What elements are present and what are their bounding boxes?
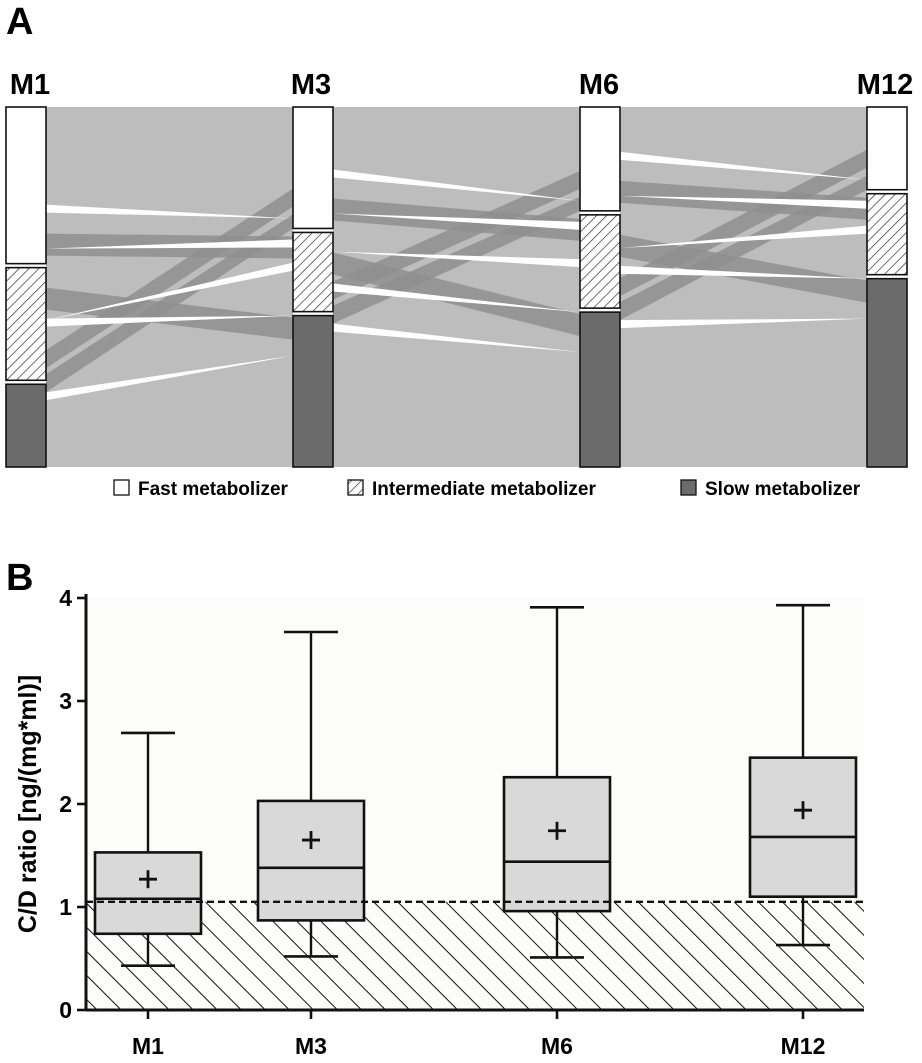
bar-slow-M1 (5, 383, 47, 468)
flow-ribbon-dark (620, 149, 867, 297)
bar-slow-M3 (292, 314, 334, 468)
legend-swatch-dark (680, 479, 697, 496)
bar-intermediate-M6 (579, 214, 621, 309)
box-M3 (256, 630, 366, 958)
y-tick-label: 1 (59, 894, 72, 920)
timepoint-label-M3: M3 (291, 69, 331, 101)
flow-gap (333, 213, 580, 230)
box-M6 (502, 605, 612, 959)
y-axis-title: C/D ratio [ng/(mg*ml)] (14, 675, 42, 933)
flow-gap (333, 251, 580, 268)
box-plot: 0 1 2 3 4 M1 M3 M6 M12 (59, 585, 864, 1059)
bar-intermediate-M1 (5, 266, 47, 382)
panel-a-letter: A (6, 1, 33, 43)
legend-label: Intermediate metabolizer (372, 479, 596, 500)
box-iqr (256, 799, 366, 922)
y-tick-label: 4 (59, 585, 72, 611)
timepoint-label-M1: M1 (10, 69, 50, 101)
box-M1 (93, 731, 203, 968)
flow-gap (620, 265, 867, 279)
timepoint-label-M12: M12 (857, 69, 913, 101)
flow-gap (333, 283, 580, 313)
flow-gap (620, 318, 867, 329)
legend-swatch-hatched (347, 479, 364, 496)
flow-gap (620, 195, 867, 209)
x-tick-label-M12: M12 (781, 1033, 826, 1059)
bar-intermediate-M12 (866, 192, 908, 276)
flow-ribbon-dark (620, 175, 867, 321)
flow-gap (333, 323, 580, 353)
flow-ribbon-dark (46, 287, 293, 340)
flow-gap (620, 225, 867, 249)
x-tick-label-M6: M6 (541, 1033, 573, 1059)
bar-fast-M12 (866, 106, 908, 191)
flow-gap (620, 151, 867, 180)
panel-b: B 0 1 2 3 4 M1 M3 M6 M12 C/D ratio [ng/(mg*ml)] (6, 557, 864, 1059)
bar-fast-M3 (292, 106, 334, 230)
timepoint-label-M6: M6 (579, 69, 619, 101)
box-iqr (502, 775, 612, 913)
bar-fast-M1 (5, 106, 47, 265)
flow-gap (333, 169, 580, 201)
legend-label: Slow metabolizer (705, 479, 861, 500)
panel-a: A M1 M3 M6 M12 Fast metabolizer Intermediate… (5, 1, 913, 500)
flow-gap (46, 262, 293, 321)
flow-ribbon-dark (333, 170, 580, 300)
flow-gap (46, 355, 293, 401)
reference-region (86, 901, 864, 1010)
box-iqr (748, 756, 858, 899)
box-iqr (93, 851, 203, 936)
flow-gap (46, 239, 293, 249)
legend-swatch-white (113, 479, 130, 496)
flow-gap (46, 204, 293, 219)
flow-ribbon-dark (333, 252, 580, 337)
box-M12 (748, 603, 858, 947)
bar-slow-M6 (579, 311, 621, 468)
y-tick-label: 0 (59, 997, 72, 1023)
bar-intermediate-M3 (292, 231, 334, 313)
y-tick-label: 2 (59, 791, 72, 817)
bar-fast-M6 (579, 106, 621, 212)
alluvial-legend: Fast metabolizer Intermediate metabolizer… (113, 479, 861, 500)
legend-label: Fast metabolizer (138, 479, 289, 500)
alluvial-timepoint-labels: M1 M3 M6 M12 (10, 69, 913, 101)
x-tick-label-M3: M3 (295, 1033, 327, 1059)
flow-ribbon-dark (46, 214, 293, 393)
alluvial-plot (5, 106, 908, 468)
flow-gap (46, 315, 293, 327)
bar-slow-M12 (866, 277, 908, 468)
y-tick-label: 3 (59, 688, 72, 714)
x-tick-label-M1: M1 (132, 1033, 164, 1059)
panel-b-letter: B (6, 557, 33, 599)
